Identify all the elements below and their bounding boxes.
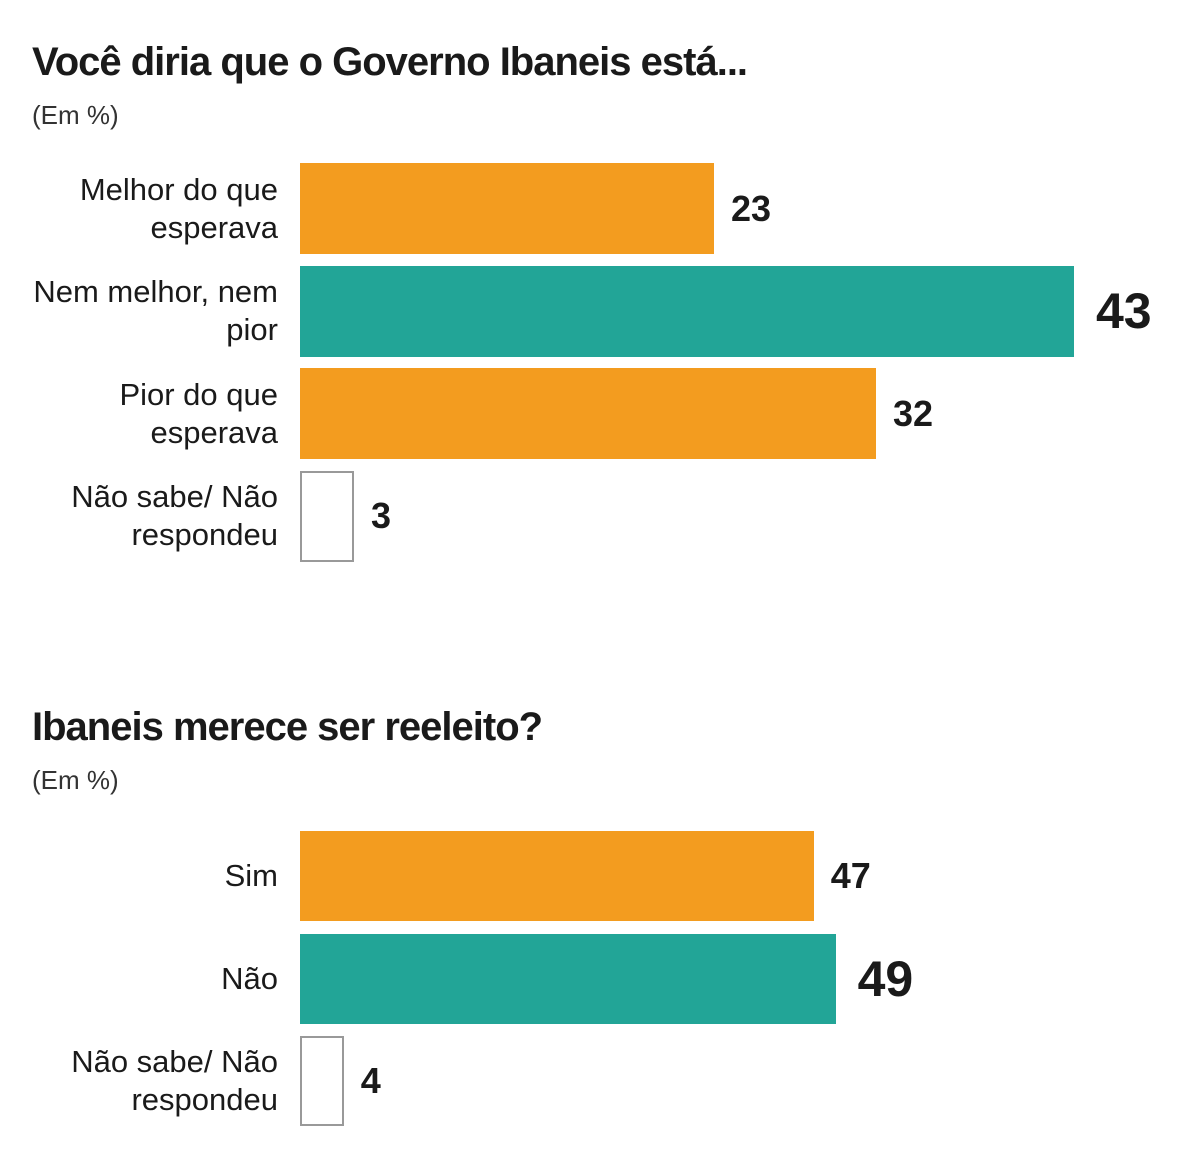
bar: [300, 265, 1074, 357]
value-label: 43: [1096, 283, 1152, 339]
bar: [300, 368, 876, 459]
category-label: Sim: [224, 858, 278, 893]
bar: [300, 831, 814, 921]
bar: [300, 1036, 344, 1126]
value-label: 47: [830, 855, 871, 896]
chart-title: Você diria que o Governo Ibaneis está...: [32, 40, 748, 84]
bar: [300, 933, 836, 1024]
bar: [300, 470, 354, 562]
value-label: 23: [731, 187, 772, 229]
chart-subtitle: (Em %): [32, 100, 119, 130]
category-label: Não sabe/ Não respondeu: [71, 1044, 278, 1117]
value-label: 49: [857, 950, 914, 1007]
category-label: Nem melhor, nem pior: [33, 274, 278, 347]
category-label: Pior do que esperava: [119, 376, 278, 450]
bar: [300, 163, 714, 254]
value-label: 32: [893, 392, 934, 434]
value-label: 4: [360, 1060, 381, 1101]
chart-title: Ibaneis merece ser reeleito?: [32, 705, 543, 749]
category-label: Não sabe/ Não respondeu: [71, 479, 278, 552]
value-label: 3: [371, 495, 392, 536]
category-label: Não: [221, 960, 278, 996]
chart-subtitle: (Em %): [32, 765, 119, 795]
category-label: Melhor do que esperava: [79, 171, 278, 245]
